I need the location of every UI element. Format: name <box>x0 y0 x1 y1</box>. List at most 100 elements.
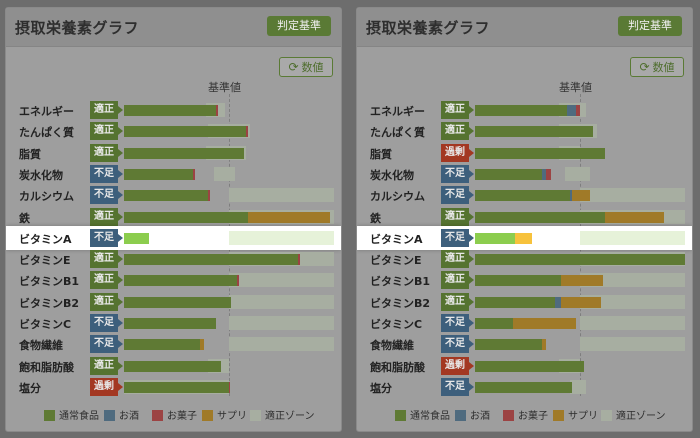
nutrient-row: ビタミンA 不足 <box>6 225 341 250</box>
legend: 通常食品 お酒 お菓子 サプリ 適正ゾーン <box>6 407 341 422</box>
bar-segment-alcohol <box>569 190 572 202</box>
nutrient-row: カルシウム 不足 <box>357 185 692 205</box>
adequate-zone <box>565 166 591 181</box>
status-badge: 適正 <box>441 207 474 226</box>
status-badge: 不足 <box>90 186 123 205</box>
bar-segment-supplement <box>512 318 576 329</box>
status-badge: 過剰 <box>441 143 474 162</box>
nutrient-row: ビタミンE 適正 <box>357 249 692 269</box>
bar-segment-alcohol <box>542 168 547 180</box>
standard-value-label: 基準値 <box>208 81 241 94</box>
bar-segment-normal-food <box>475 126 593 138</box>
nutrient-name: カルシウム <box>370 190 425 204</box>
legend-item: 適正ゾーン <box>601 407 666 422</box>
status-badge: 不足 <box>441 314 474 332</box>
nutrient-name: たんぱく質 <box>370 126 425 140</box>
nutrient-row: 塩分 不足 <box>357 377 692 397</box>
nutrient-name: 飽和脂肪酸 <box>19 360 74 374</box>
legend-swatch <box>202 410 213 421</box>
bar-segment-normal-food <box>475 318 513 329</box>
value-toggle-label: 数値 <box>301 61 324 74</box>
judgment-criteria-button[interactable]: 判定基準 <box>618 16 682 36</box>
legend-swatch <box>601 410 612 421</box>
nutrient-row: エネルギー 適正 <box>357 100 692 120</box>
adequate-zone <box>214 166 236 181</box>
status-badge: 不足 <box>90 335 123 354</box>
nutrient-name: ビタミンB1 <box>19 275 80 289</box>
intake-bar <box>124 103 334 117</box>
status-badge: 不足 <box>441 228 474 247</box>
standard-value-label: 基準値 <box>559 81 592 94</box>
intake-bar <box>124 337 334 352</box>
judgment-criteria-button[interactable]: 判定基準 <box>267 16 331 36</box>
nutrient-name: ビタミンC <box>19 318 72 331</box>
nutrient-row: ビタミンB1 適正 <box>357 270 692 290</box>
bar-segment-sweets <box>216 105 219 116</box>
intake-bar <box>475 273 685 288</box>
intake-bar <box>475 166 685 181</box>
bar-segment-normal-food <box>124 360 221 372</box>
nutrient-row: 鉄 適正 <box>357 207 692 227</box>
intake-bar <box>475 252 685 267</box>
legend-swatch <box>455 410 466 421</box>
bar-segment-normal-food <box>475 232 515 244</box>
value-toggle-button[interactable]: ⟳ 数値 <box>279 57 333 77</box>
status-badge: 不足 <box>90 228 123 247</box>
nutrient-row: 炭水化物 不足 <box>6 164 341 184</box>
intake-bar <box>124 273 334 288</box>
bar-segment-normal-food <box>475 211 606 223</box>
nutrient-name: 炭水化物 <box>370 168 414 182</box>
legend-item: お酒 <box>455 407 490 422</box>
status-badge: 適正 <box>90 356 123 375</box>
nutrient-name: 炭水化物 <box>19 168 63 182</box>
bar-segment-normal-food <box>475 275 562 287</box>
intake-bar <box>124 145 334 160</box>
nutrient-name: カルシウム <box>19 190 74 204</box>
status-badge: 不足 <box>441 377 474 396</box>
adequate-zone <box>229 337 334 352</box>
nutrient-row: たんぱく質 適正 <box>6 121 341 141</box>
status-badge: 適正 <box>441 101 474 119</box>
bar-segment-supplement <box>542 339 547 351</box>
bar-segment-normal-food <box>124 147 244 159</box>
legend-item: 通常食品 <box>44 407 99 422</box>
bar-segment-normal-food <box>475 296 555 308</box>
status-badge: 適正 <box>90 122 123 141</box>
bar-segment-normal-food <box>475 168 543 180</box>
bar-segment-normal-food <box>475 360 585 372</box>
adequate-zone <box>229 316 334 330</box>
legend-label: 通常食品 <box>59 411 99 422</box>
nutrient-row: 食物繊維 不足 <box>6 334 341 354</box>
legend-label: サプリ <box>568 411 598 422</box>
intake-bar <box>475 188 685 203</box>
legend-label: サプリ <box>217 411 247 422</box>
bar-segment-normal-food <box>475 190 570 202</box>
intake-bar <box>124 230 334 245</box>
value-toggle-button[interactable]: ⟳ 数値 <box>630 57 684 77</box>
nutrient-row: ビタミンC 不足 <box>6 313 341 333</box>
nutrient-row: カルシウム 不足 <box>6 185 341 205</box>
adequate-zone <box>229 294 334 309</box>
nutrient-row: エネルギー 適正 <box>6 100 341 120</box>
nutrient-name: ビタミンA <box>19 232 72 246</box>
bar-segment-supplement <box>561 275 604 287</box>
intake-bar <box>124 294 334 309</box>
bar-segment-sweets <box>298 254 301 266</box>
status-badge: 適正 <box>90 292 123 311</box>
bar-segment-supplement <box>571 190 591 202</box>
intake-bar <box>475 379 685 394</box>
adequate-zone <box>569 379 587 394</box>
status-badge: 不足 <box>90 164 123 183</box>
status-badge: 不足 <box>441 335 474 354</box>
legend-label: 適正ゾーン <box>265 411 315 422</box>
legend-label: お菓子 <box>518 411 548 422</box>
legend-label: お酒 <box>470 411 490 422</box>
status-badge: 不足 <box>441 186 474 205</box>
refresh-icon: ⟳ <box>639 60 650 74</box>
intake-bar <box>124 124 334 139</box>
legend-item: お菓子 <box>503 407 548 422</box>
legend-item: 通常食品 <box>395 407 450 422</box>
panel-header: 摂取栄養素グラフ 判定基準 <box>6 8 341 47</box>
nutrient-name: 塩分 <box>370 381 392 395</box>
legend-swatch <box>152 410 163 421</box>
